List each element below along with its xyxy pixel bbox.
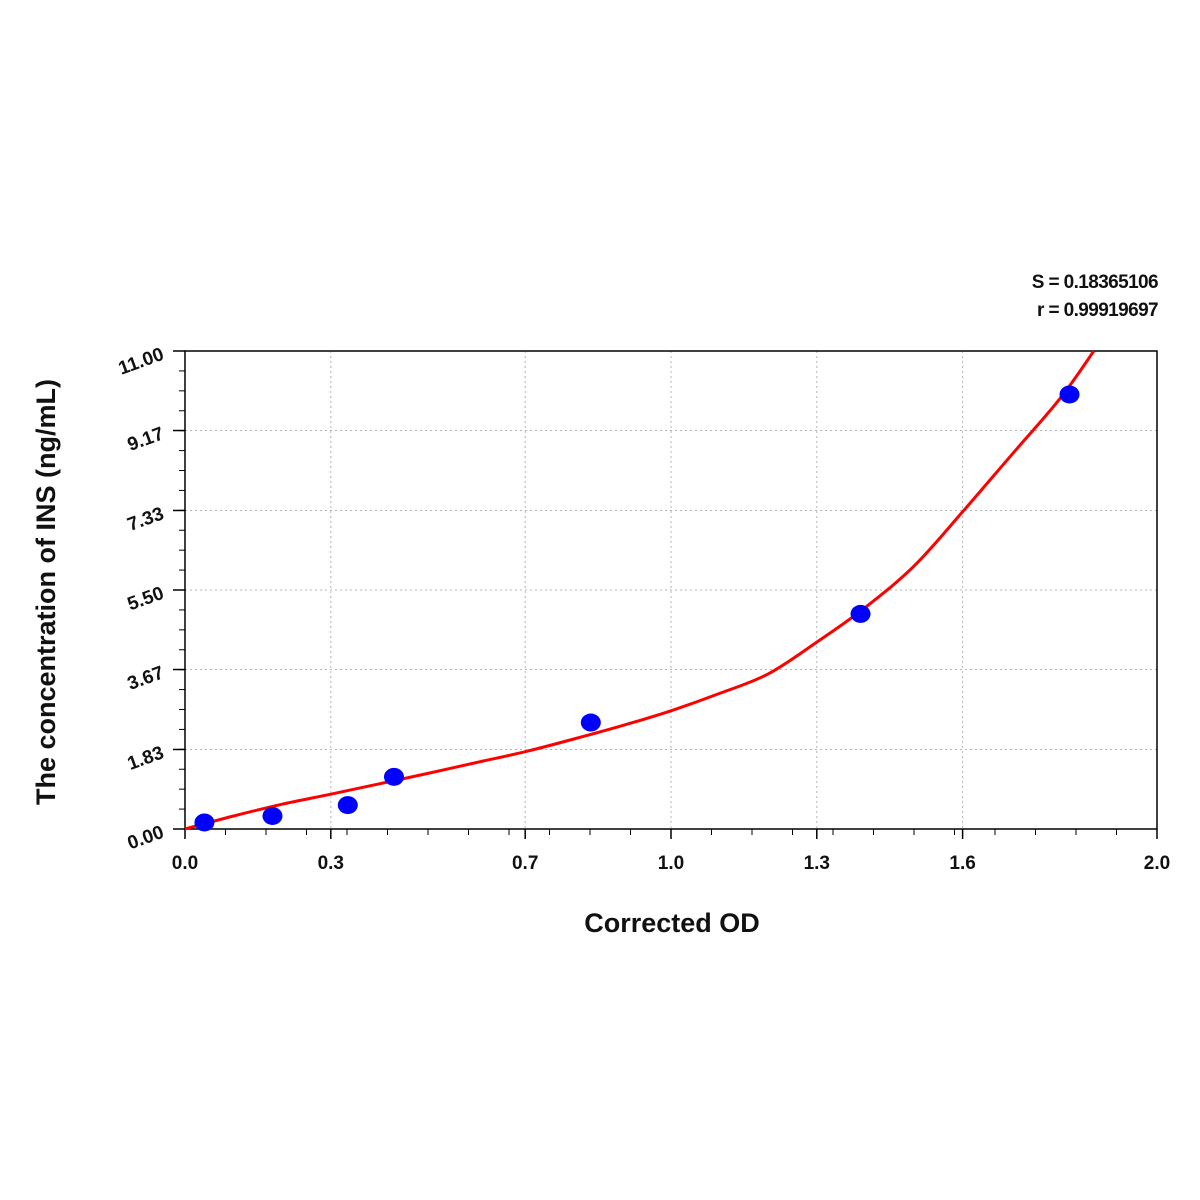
- x-tick-label: 2.0: [1144, 853, 1170, 874]
- x-tick-label: 0.7: [512, 853, 538, 874]
- x-tick-label: 0.0: [172, 853, 198, 874]
- axis-ticks: [173, 350, 1158, 839]
- y-tick-label: 3.67: [125, 662, 167, 694]
- x-tick-label: 1.6: [949, 853, 975, 874]
- data-point: [383, 767, 404, 786]
- data-point: [580, 713, 601, 732]
- grid: [185, 351, 1157, 829]
- y-tick-label: 9.17: [125, 423, 167, 455]
- y-tick-labels: 0.00 1.83 3.67 5.50 7.33 9.17 11.00: [116, 344, 167, 854]
- fit-curve: [184, 350, 1096, 831]
- data-point: [1059, 385, 1080, 404]
- x-tick-label: 1.3: [804, 853, 830, 874]
- data-points: [194, 385, 1080, 832]
- x-tick-label: 1.0: [658, 853, 684, 874]
- y-tick-label: 5.50: [125, 583, 167, 615]
- y-axis-title: The concentration of INS (ng/mL): [31, 379, 61, 805]
- data-point: [850, 604, 871, 623]
- x-tick-labels: 0.0 0.3 0.7 1.0 1.3 1.6 2.0: [172, 853, 1170, 874]
- data-point: [337, 796, 358, 815]
- y-tick-label: 7.33: [125, 503, 167, 535]
- y-tick-label: 11.00: [116, 344, 167, 380]
- x-tick-label: 0.3: [318, 853, 344, 874]
- x-axis-title: Corrected OD: [584, 908, 760, 938]
- fit-r-value: r = 0.99919697: [1036, 300, 1159, 321]
- fit-s-value: S = 0.18365106: [1031, 272, 1159, 293]
- y-tick-label: 0.00: [125, 822, 167, 854]
- data-point: [262, 806, 283, 825]
- data-point: [194, 813, 215, 832]
- y-tick-label: 1.83: [125, 742, 167, 774]
